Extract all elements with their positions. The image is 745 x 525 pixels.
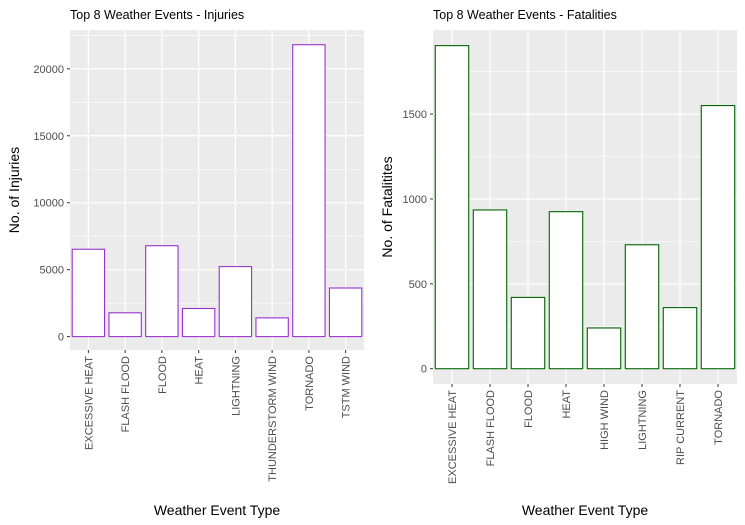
fatalities-bar-rip-current xyxy=(662,307,698,370)
fatalities-x-tick-label-heat: HEAT xyxy=(561,390,573,419)
injuries-x-tick-label-thunderstorm-wind: THUNDERSTORM WIND xyxy=(267,356,279,482)
injuries-x-tick-label-heat: HEAT xyxy=(194,356,206,385)
fatalities-bars xyxy=(434,45,736,370)
injuries-bar-flash-flood xyxy=(108,312,142,338)
injuries-y-tick-label: 5000 xyxy=(40,265,64,277)
fatalities-bar-heat xyxy=(548,211,584,370)
fatalities-y-tick-label: 1000 xyxy=(403,194,427,206)
fatalities-x-tick-label-lightning: LIGHTNING xyxy=(637,390,649,450)
injuries-x-axis-title: Weather Event Type xyxy=(154,502,281,518)
fatalities-bar-tornado xyxy=(700,105,736,370)
fatalities-y-axis-title: No. of Fatalitites xyxy=(379,156,395,257)
injuries-bar-heat xyxy=(181,307,216,338)
fatalities-x-tick-label-flood: FLOOD xyxy=(523,390,535,428)
fatalities-bar-high-wind xyxy=(586,327,622,370)
injuries-bar-tstm-wind xyxy=(328,287,363,338)
injuries-y-tick-label: 0 xyxy=(58,332,64,344)
fatalities-x-axis-title: Weather Event Type xyxy=(522,502,649,518)
fatalities-y-tick-label: 1500 xyxy=(403,109,427,121)
injuries-x-tick-label-lightning: LIGHTNING xyxy=(230,356,242,416)
injuries-y-tick-label: 15000 xyxy=(33,131,64,143)
fatalities-bar-excessive-heat xyxy=(434,45,470,370)
fatalities-chart: Top 8 Weather Events - Fatalities 0 500 10… xyxy=(379,8,737,518)
injuries-y-tick-label: 10000 xyxy=(33,198,64,210)
injuries-bar-tornado xyxy=(292,44,326,338)
fatalities-bar-flash-flood xyxy=(472,209,508,370)
injuries-chart-title: Top 8 Weather Events - Injuries xyxy=(70,8,244,22)
fatalities-y-ticks: 0 500 1000 1500 xyxy=(403,109,433,376)
injuries-bars xyxy=(71,44,363,338)
injuries-x-tick-label-flash-flood: FLASH FLOOD xyxy=(120,356,132,432)
injuries-y-tick-label: 20000 xyxy=(33,64,64,76)
fatalities-x-tick-label-flash-flood: FLASH FLOOD xyxy=(485,390,497,466)
fatalities-x-ticks: EXCESSIVE HEAT FLASH FLOOD FLOOD HEAT HIGH W… xyxy=(447,384,725,484)
injuries-x-tick-label-flood: FLOOD xyxy=(157,356,169,394)
fatalities-bar-lightning xyxy=(624,244,660,370)
injuries-bar-excessive-heat xyxy=(71,248,106,338)
fatalities-x-tick-label-rip-current: RIP CURRENT xyxy=(675,390,687,465)
fatalities-x-tick-label-high-wind: HIGH WIND xyxy=(599,390,611,450)
fatalities-chart-title: Top 8 Weather Events - Fatalities xyxy=(433,8,617,22)
injuries-y-axis-title: No. of Injuries xyxy=(6,147,22,233)
fatalities-x-tick-label-excessive-heat: EXCESSIVE HEAT xyxy=(447,390,459,484)
injuries-bar-flood xyxy=(145,245,179,338)
fatalities-bar-flood xyxy=(510,296,546,370)
injuries-y-ticks: 0 5000 10000 15000 20000 xyxy=(33,64,70,344)
injuries-x-ticks: EXCESSIVE HEAT FLASH FLOOD FLOOD HEAT LIGHTN… xyxy=(83,350,353,482)
injuries-x-tick-label-tornado: TORNADO xyxy=(304,356,316,411)
injuries-bar-lightning xyxy=(218,266,253,338)
fatalities-y-tick-label: 0 xyxy=(421,364,427,376)
injuries-x-tick-label-excessive-heat: EXCESSIVE HEAT xyxy=(83,356,95,450)
injuries-bar-thunderstorm-wind xyxy=(255,317,289,338)
fatalities-x-tick-label-tornado: TORNADO xyxy=(713,390,725,445)
fatalities-y-tick-label: 500 xyxy=(409,279,427,291)
injuries-x-tick-label-tstm-wind: TSTM WIND xyxy=(341,356,353,418)
injuries-chart: Top 8 Weather Events - Injuries 0 5000 100… xyxy=(6,8,364,518)
